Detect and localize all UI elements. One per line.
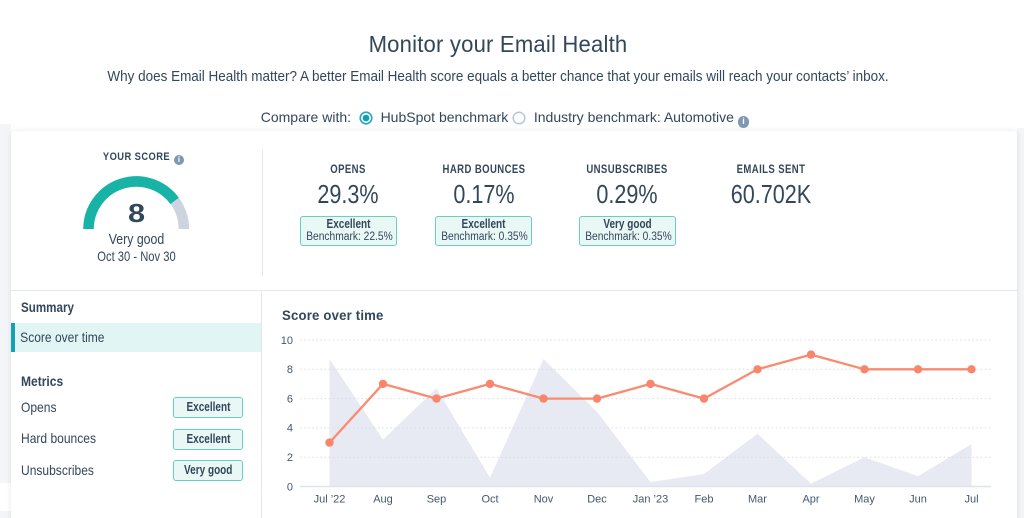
svg-text:Feb: Feb [695, 494, 714, 506]
svg-text:6: 6 [287, 393, 293, 405]
svg-text:Dec: Dec [587, 494, 607, 506]
svg-text:Aug: Aug [373, 494, 393, 506]
svg-text:4: 4 [287, 423, 293, 435]
svg-text:10: 10 [281, 335, 293, 347]
svg-text:Jul: Jul [964, 494, 978, 506]
svg-text:Oct: Oct [481, 494, 498, 506]
svg-text:Sep: Sep [427, 494, 447, 506]
svg-text:Mar: Mar [748, 494, 767, 506]
svg-text:Jul ’22: Jul ’22 [314, 494, 346, 506]
svg-text:Jun: Jun [909, 494, 927, 506]
svg-text:2: 2 [287, 452, 293, 464]
svg-text:0: 0 [287, 481, 293, 493]
svg-text:Apr: Apr [802, 494, 819, 506]
svg-text:8: 8 [287, 364, 293, 376]
svg-text:May: May [854, 494, 875, 506]
svg-text:Nov: Nov [534, 494, 554, 506]
svg-text:Jan ’23: Jan ’23 [633, 494, 668, 506]
